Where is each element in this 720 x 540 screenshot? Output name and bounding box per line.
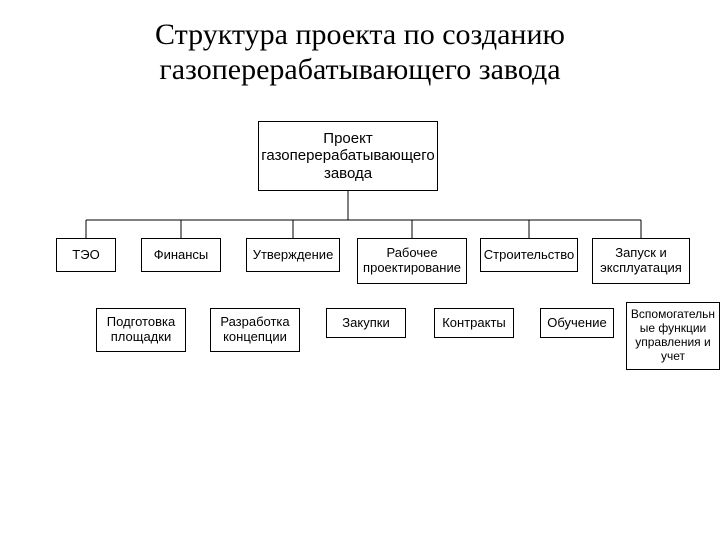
node-root: Проектгазоперерабатывающегозавода [258,121,438,191]
slide-title: Структура проекта по созданию газоперера… [0,18,720,87]
node-label: Контракты [442,316,506,331]
node-label: Рабочеепроектирование [363,246,461,276]
node-support: Вспомогательные функцииуправления иучет [626,302,720,370]
node-label: Подготовкаплощадки [107,315,175,345]
node-label: Финансы [154,248,209,263]
node-purchase: Закупки [326,308,406,338]
node-label: ТЭО [72,248,99,263]
slide: Структура проекта по созданию газоперера… [0,0,720,540]
node-label: Утверждение [253,248,334,263]
node-label: Обучение [547,316,606,331]
node-training: Обучение [540,308,614,338]
node-label: Разработкаконцепции [220,315,289,345]
node-label: Вспомогательные функцииуправления иучет [631,308,715,363]
node-label: Строительство [484,248,574,263]
node-label: Закупки [342,316,389,331]
node-contracts: Контракты [434,308,514,338]
node-label: Запуск иэксплуатация [600,246,682,276]
node-launch: Запуск иэксплуатация [592,238,690,284]
node-root-label: Проектгазоперерабатывающегозавода [261,130,435,182]
node-concept: Разработкаконцепции [210,308,300,352]
node-construction: Строительство [480,238,578,272]
node-teo: ТЭО [56,238,116,272]
node-design: Рабочеепроектирование [357,238,467,284]
node-site: Подготовкаплощадки [96,308,186,352]
node-finance: Финансы [141,238,221,272]
node-approval: Утверждение [246,238,340,272]
